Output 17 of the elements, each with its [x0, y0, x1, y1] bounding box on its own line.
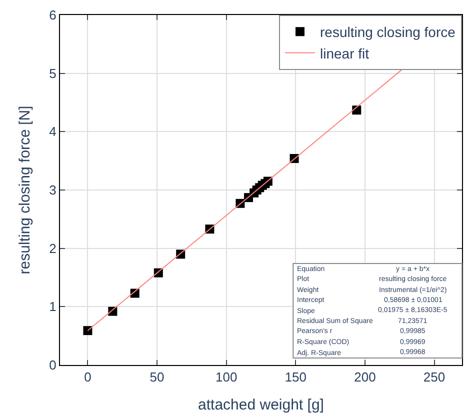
x-tick-label: 200 — [354, 370, 376, 385]
y-tick-label: 6 — [49, 8, 56, 23]
x-tick-label: 100 — [215, 370, 238, 385]
x-tick-label: 50 — [150, 370, 164, 385]
y-tick-label: 0 — [49, 358, 56, 373]
y-tick-label: 3 — [49, 182, 56, 198]
y-tick-label: 4 — [49, 124, 56, 140]
y-axis-title: resulting closing force [N] — [16, 106, 34, 274]
legend-label: resulting closing force — [320, 24, 456, 40]
y-tick-label: 1 — [49, 299, 56, 314]
x-tick-label: 250 — [423, 370, 446, 385]
x-tick-label: 150 — [284, 370, 307, 385]
x-tick-label: 0 — [84, 370, 92, 385]
x-axis-title: attached weight [g] — [198, 396, 324, 414]
y-tick-label: 2 — [49, 240, 56, 256]
y-tick-label: 5 — [49, 66, 56, 81]
legend-label: linear fit — [320, 45, 370, 62]
